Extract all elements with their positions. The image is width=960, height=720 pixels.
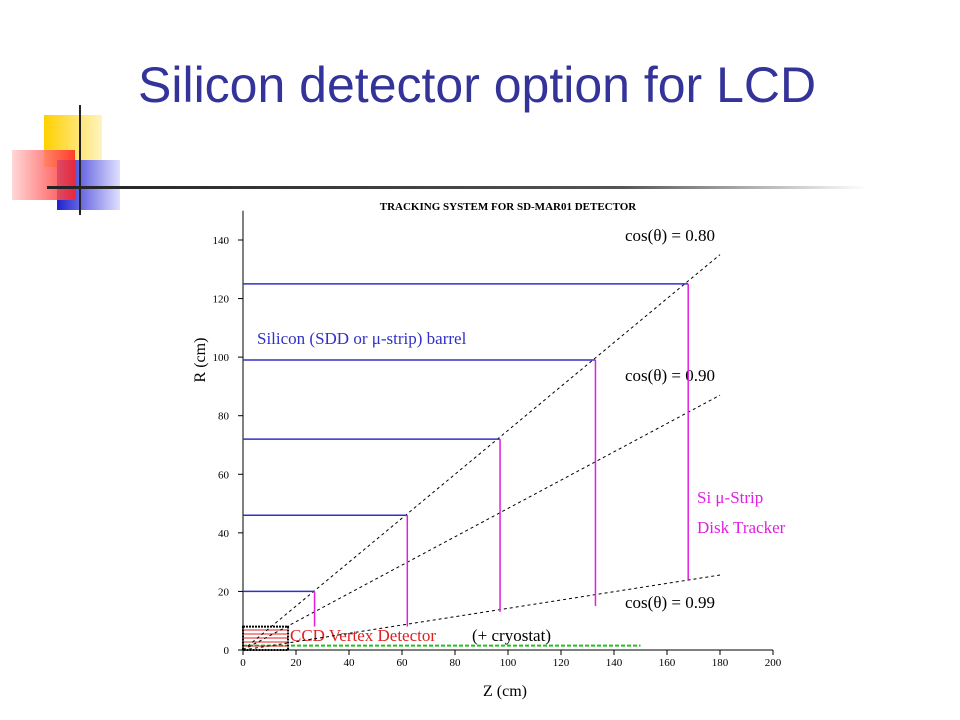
y-axis-label: R (cm) (192, 338, 209, 383)
y-tick-label: 140 (213, 235, 230, 247)
chart-title: TRACKING SYSTEM FOR SD-MAR01 DETECTOR (380, 201, 638, 213)
barrel-label: Silicon (SDD or μ-strip) barrel (257, 329, 467, 348)
x-tick-label: 200 (765, 657, 782, 669)
x-tick-label: 160 (659, 657, 676, 669)
cos-theta-line (242, 394, 721, 651)
chart: TRACKING SYSTEM FOR SD-MAR01 DETECTOR Z (… (192, 201, 786, 700)
x-tick-label: 0 (240, 657, 246, 669)
disk-label: Disk Tracker (697, 518, 786, 537)
x-tick-label: 40 (344, 657, 356, 669)
x-tick-label: 100 (500, 657, 517, 669)
x-tick-label: 140 (606, 657, 623, 669)
disk-label: Si μ-Strip (697, 488, 763, 507)
decoration (12, 105, 867, 215)
y-tick-label: 100 (213, 352, 230, 364)
y-tick-label: 20 (218, 586, 230, 598)
y-tick-label: 80 (218, 411, 230, 423)
ccd-label: CCD Vertex Detector (290, 626, 436, 645)
y-tick-label: 40 (218, 528, 230, 540)
x-tick-label: 80 (450, 657, 462, 669)
cos-theta-line (242, 254, 721, 651)
x-tick-label: 120 (553, 657, 570, 669)
y-tick-label: 120 (213, 294, 230, 306)
ccd-note: (+ cryostat) (472, 626, 551, 645)
cos-theta-line (242, 574, 721, 651)
cos-theta-label: cos(θ) = 0.90 (625, 366, 715, 385)
cos-theta-label: cos(θ) = 0.99 (625, 593, 715, 612)
y-tick-label: 0 (224, 645, 230, 657)
x-tick-label: 60 (397, 657, 409, 669)
x-axis-label: Z (cm) (483, 683, 527, 700)
x-tick-label: 20 (291, 657, 303, 669)
slide-title: Silicon detector option for LCD (138, 57, 816, 113)
y-tick-label: 60 (218, 469, 230, 481)
x-tick-label: 180 (712, 657, 729, 669)
cos-theta-label: cos(θ) = 0.80 (625, 226, 715, 245)
